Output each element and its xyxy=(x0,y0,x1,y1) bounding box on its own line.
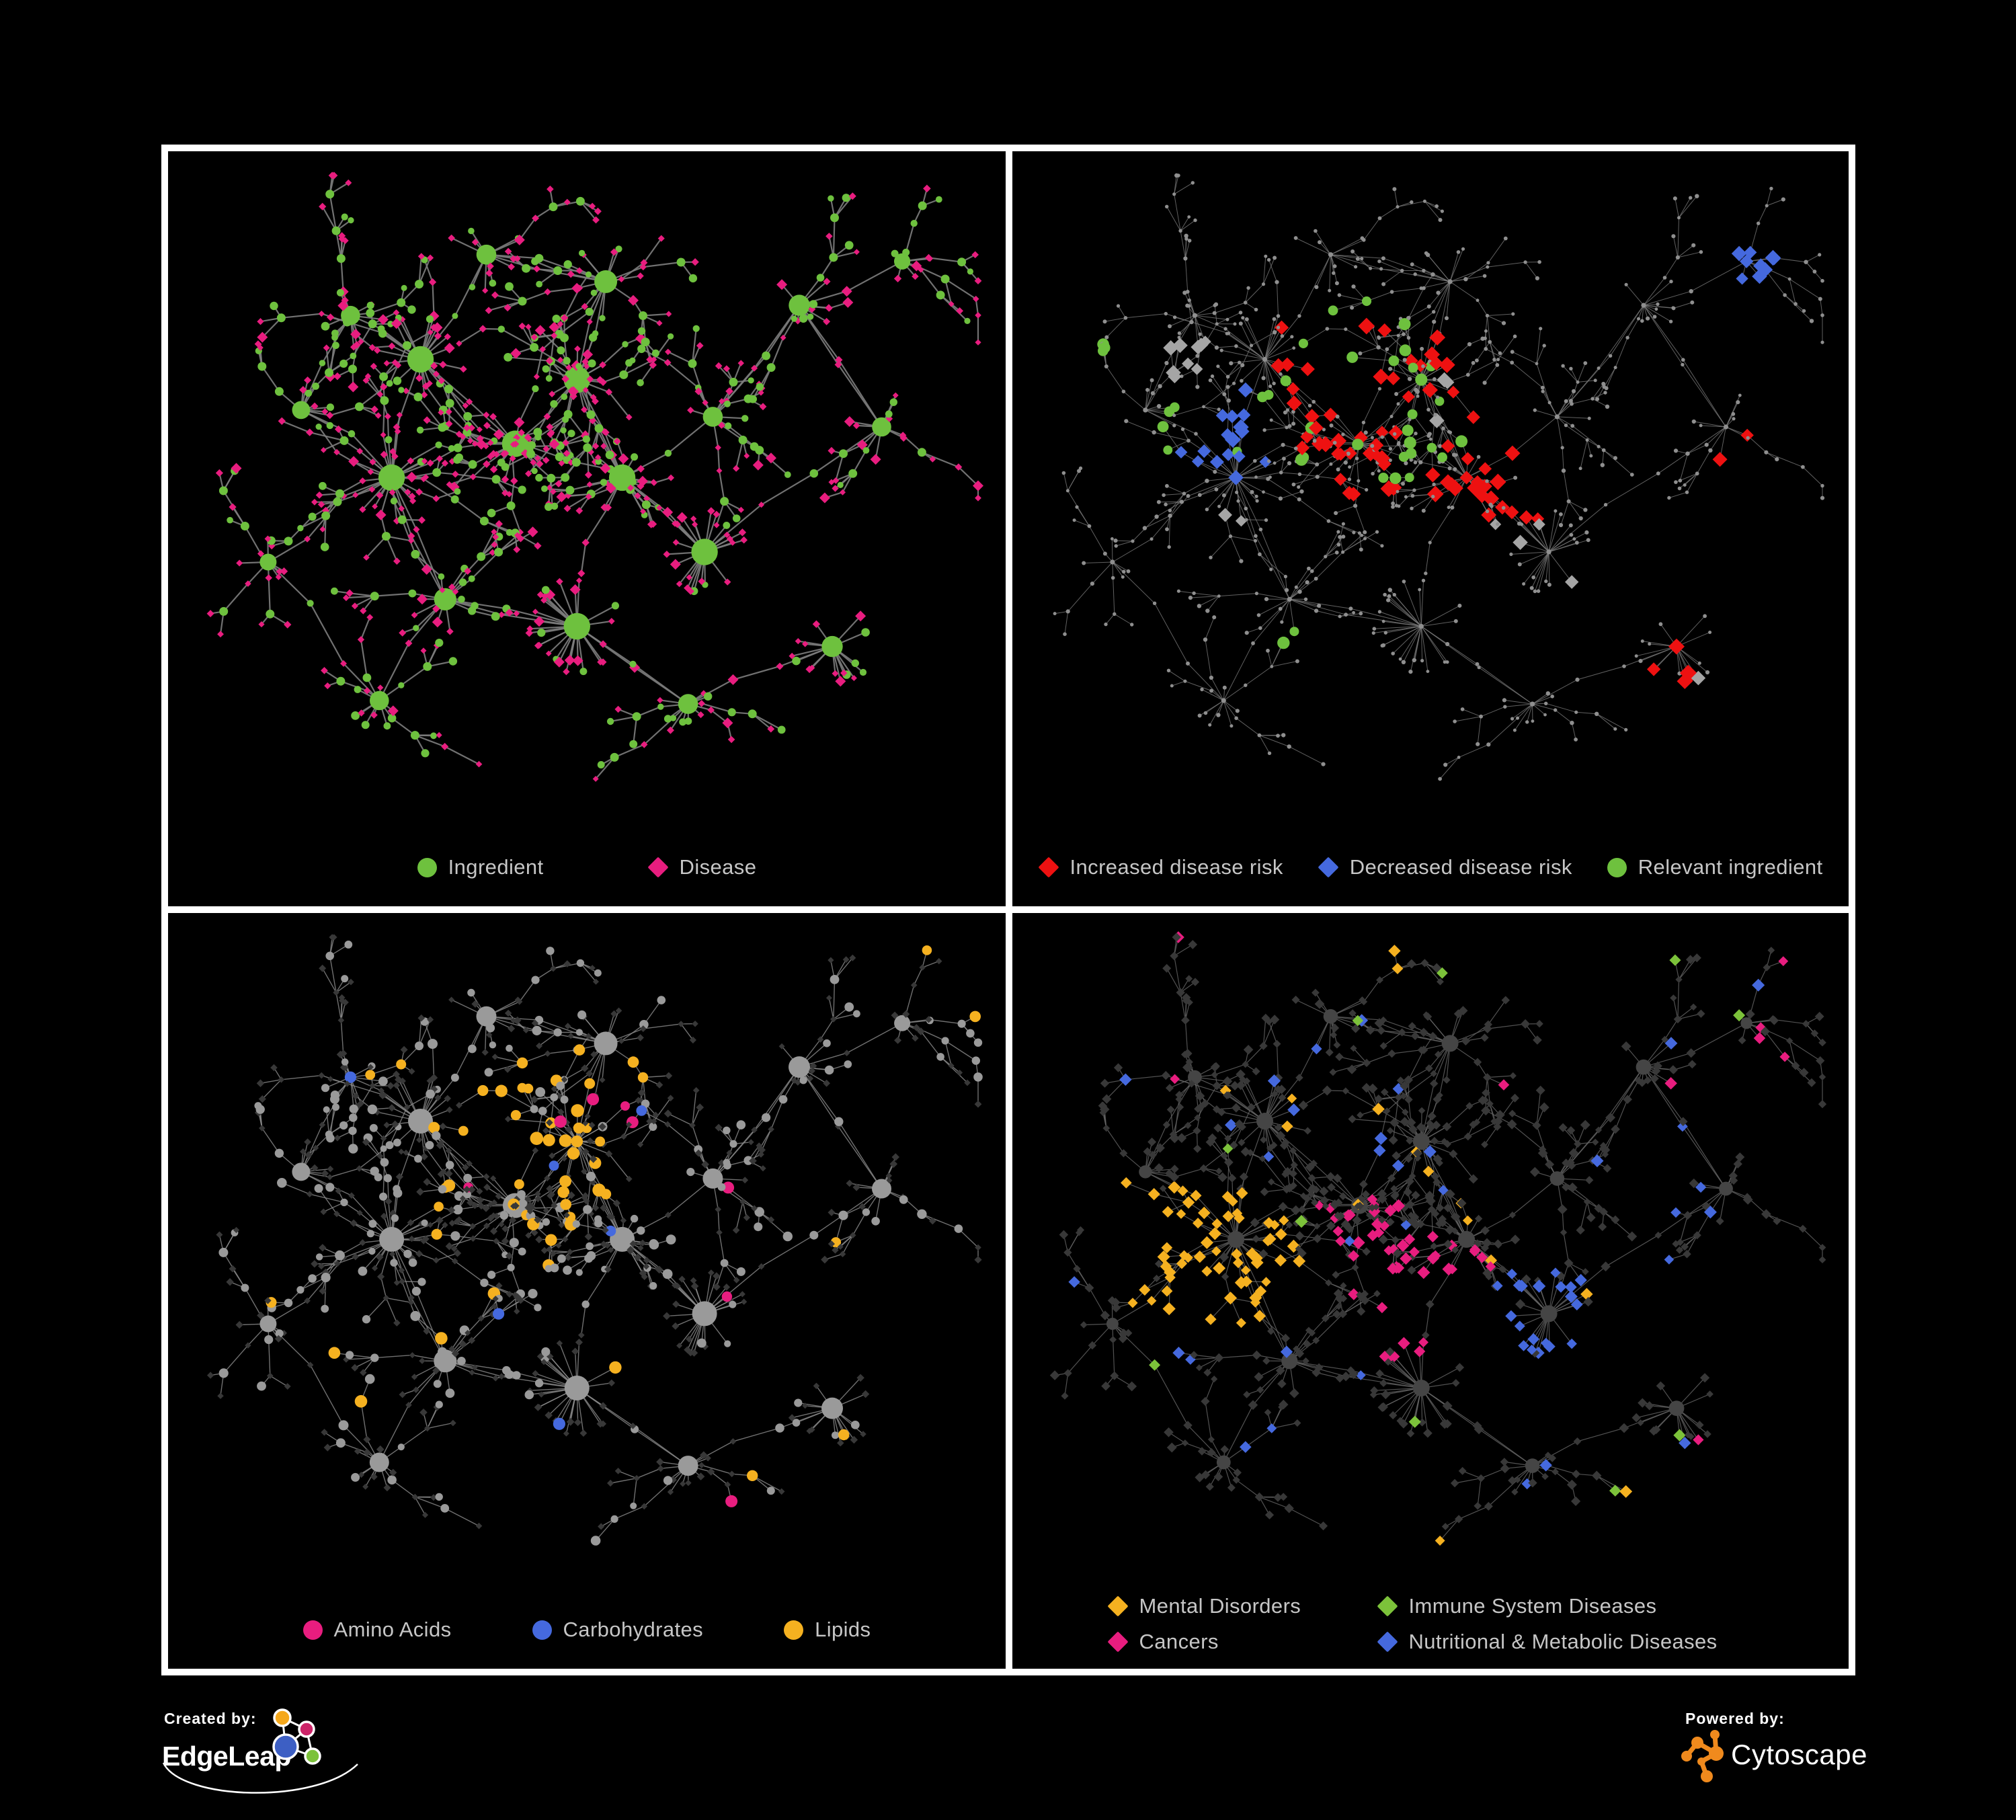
legend-item: Cancers xyxy=(1106,1630,1367,1654)
legend-marker-circle xyxy=(1607,857,1627,877)
legend-row: Ingredient Disease xyxy=(417,855,757,879)
panel-ingredient-disease: Ingredient Disease xyxy=(161,145,1012,913)
legend-label: Cancers xyxy=(1139,1630,1219,1653)
legend-marker-circle xyxy=(417,857,437,877)
legend-item: Decreased disease risk xyxy=(1318,855,1572,879)
legend-ingredient-disease: Ingredient Disease xyxy=(175,855,999,879)
legend-label: Increased disease risk xyxy=(1070,855,1283,879)
legend-marker-diamond xyxy=(1106,1631,1129,1653)
legend-label: Immune System Diseases xyxy=(1408,1594,1657,1618)
powered-by-label: Powered by: xyxy=(1685,1710,1785,1727)
legend-label: Relevant ingredient xyxy=(1638,855,1823,879)
legend-label: Nutritional & Metabolic Diseases xyxy=(1408,1630,1718,1653)
panel-disease-risk: Increased disease risk Decreased disease … xyxy=(1006,145,1855,913)
legend-item: Disease xyxy=(647,855,757,879)
network-disease-classes xyxy=(1049,931,1827,1546)
legend-marker-circle xyxy=(303,1620,323,1640)
edgeleap-network-icon xyxy=(272,1708,321,1765)
legend-disease-risk: Increased disease risk Decreased disease … xyxy=(1019,855,1842,879)
legend-marker-diamond xyxy=(1376,1595,1398,1617)
legend-label: Disease xyxy=(679,855,757,879)
panel-compound-classes: Amino Acids Carbohydrates Lipids xyxy=(161,906,1012,1675)
legend-item: Mental Disorders xyxy=(1106,1594,1367,1618)
legend-label: Lipids xyxy=(815,1618,871,1641)
edgeleap-logo: Created by: EdgeLeap xyxy=(162,1708,358,1794)
legend-compound-classes: Amino Acids Carbohydrates Lipids xyxy=(175,1618,999,1642)
legend-marker-diamond xyxy=(1376,1631,1398,1653)
legend-row: Increased disease risk Decreased disease … xyxy=(1037,855,1823,879)
legend-label: Carbohydrates xyxy=(563,1618,704,1641)
legend-item: Immune System Diseases xyxy=(1376,1594,1754,1618)
cytoscape-wordmark: Cytoscape xyxy=(1731,1739,1867,1770)
legend-marker-diamond xyxy=(1318,857,1339,878)
legend-disease-classes: Mental Disorders Immune System Diseases Ca… xyxy=(1019,1594,1842,1654)
legend-marker-diamond xyxy=(647,857,669,878)
legend-marker-diamond xyxy=(1037,857,1059,878)
network-disease-risk xyxy=(1053,173,1825,781)
edgeleap-wordmark: EdgeLeap xyxy=(162,1741,291,1772)
legend-label: Amino Acids xyxy=(333,1618,452,1641)
legend-label: Decreased disease risk xyxy=(1349,855,1572,879)
edgeleap-swoosh xyxy=(162,1762,358,1794)
legend-item: Increased disease risk xyxy=(1037,855,1283,879)
cytoscape-logo: Powered by: Cytoscape xyxy=(1681,1710,1867,1782)
panel-disease-classes: Mental Disorders Immune System Diseases Ca… xyxy=(1006,906,1855,1675)
legend-label: Ingredient xyxy=(448,855,544,879)
cytoscape-icon xyxy=(1681,1730,1724,1782)
panel-grid: Ingredient Disease Increased disease risk… xyxy=(161,145,1855,1675)
legend-item: Nutritional & Metabolic Diseases xyxy=(1376,1630,1754,1654)
legend-label: Mental Disorders xyxy=(1139,1594,1301,1618)
legend-marker-diamond xyxy=(1106,1595,1129,1617)
legend-item: Amino Acids xyxy=(303,1618,452,1642)
legend-marker-circle xyxy=(532,1620,552,1640)
legend-marker-circle xyxy=(784,1620,804,1640)
network-compound-classes xyxy=(207,934,983,1546)
legend-item: Lipids xyxy=(784,1618,871,1642)
legend-item: Relevant ingredient xyxy=(1607,855,1823,879)
legend-item: Ingredient xyxy=(417,855,544,879)
created-by-label: Created by: xyxy=(164,1710,257,1727)
legend-item: Carbohydrates xyxy=(532,1618,704,1642)
network-ingredient-disease xyxy=(206,171,983,782)
legend-row: Amino Acids Carbohydrates Lipids xyxy=(303,1618,871,1642)
